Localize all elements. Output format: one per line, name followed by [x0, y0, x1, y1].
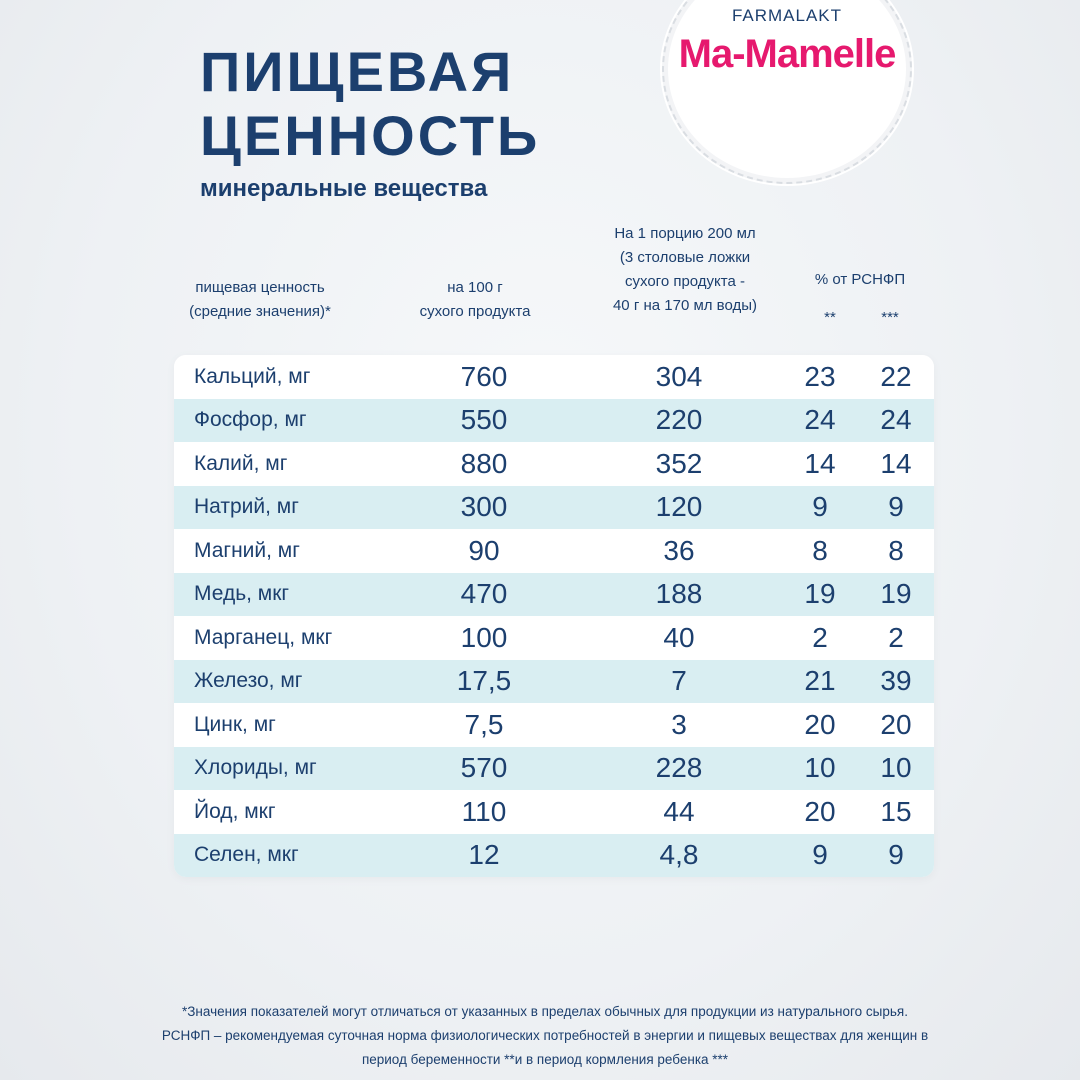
cell-nutrient-name: Медь, мкг	[194, 582, 290, 606]
cell-percent-lactation: 15	[880, 795, 912, 827]
cell-percent-lactation: 20	[880, 708, 912, 740]
cell-percent-pregnancy: 14	[804, 447, 836, 479]
cell-per-portion: 7	[671, 665, 687, 697]
cell-percent-pregnancy: 23	[804, 360, 836, 392]
cell-percent-lactation: 2	[888, 621, 904, 653]
table-row: Калий, мг 880 352 14 14	[174, 442, 934, 486]
cell-per-portion: 4,8	[659, 839, 699, 871]
cell-percent-pregnancy: 21	[804, 665, 836, 697]
header-portion-line-3: сухого продукта -	[625, 273, 745, 290]
cell-per-100g: 12	[468, 839, 500, 871]
cell-per-100g: 7,5	[464, 708, 504, 740]
header-portion-line-4: 40 г на 170 мл воды)	[612, 297, 758, 314]
header-per100-line-1: на 100 г	[447, 279, 503, 296]
cell-per-portion: 40	[663, 621, 695, 653]
cell-per-100g: 550	[460, 404, 508, 436]
brand-logo: FARMALAKT Ma-Mamelle	[662, 0, 912, 184]
cell-per-100g: 470	[460, 578, 508, 610]
footnote-line-1: *Значения показателей могут отличаться о…	[182, 1004, 908, 1019]
cell-per-portion: 3	[671, 708, 687, 740]
cell-per-100g: 760	[460, 360, 508, 392]
cell-nutrient-name: Железо, мг	[194, 669, 303, 693]
cell-per-portion: 220	[655, 404, 703, 436]
cell-percent-lactation: 39	[880, 665, 912, 697]
header-name-line-2: (средние значения)*	[189, 303, 331, 320]
cell-nutrient-name: Магний, мг	[194, 538, 300, 562]
cell-nutrient-name: Цинк, мг	[194, 712, 276, 736]
cell-per-portion: 304	[655, 360, 703, 392]
cell-per-portion: 120	[655, 491, 703, 523]
cell-nutrient-name: Хлориды, мг	[194, 756, 317, 780]
cell-per-100g: 90	[468, 534, 500, 566]
cell-percent-pregnancy: 9	[812, 839, 828, 871]
cell-nutrient-name: Марганец, мкг	[194, 625, 333, 649]
cell-nutrient-name: Кальций, мг	[194, 364, 311, 388]
cell-percent-lactation: 19	[880, 578, 912, 610]
cell-percent-pregnancy: 19	[804, 578, 836, 610]
cell-nutrient-name: Фосфор, мг	[194, 408, 307, 432]
header-per-100g: на 100 г сухого продукта	[400, 276, 550, 324]
header-portion-line-1: На 1 порцию 200 мл	[614, 225, 756, 242]
cell-per-portion: 352	[655, 447, 703, 479]
table-row: Хлориды, мг 570 228 10 10	[174, 746, 934, 790]
cell-percent-lactation: 8	[888, 534, 904, 566]
header-percent-rda: % от РСНФП	[814, 271, 906, 288]
table-row: Железо, мг 17,5 7 21 39	[174, 659, 934, 703]
footnote-line-2: РСНФП – рекомендуемая суточная норма физ…	[161, 1028, 929, 1043]
cell-nutrient-name: Селен, мкг	[194, 843, 299, 867]
cell-percent-lactation: 9	[888, 839, 904, 871]
cell-percent-pregnancy: 9	[812, 491, 828, 523]
cell-percent-pregnancy: 10	[804, 752, 836, 784]
cell-per-portion: 228	[655, 752, 703, 784]
cell-nutrient-name: Натрий, мг	[194, 495, 299, 519]
cell-percent-lactation: 24	[880, 404, 912, 436]
cell-per-100g: 570	[460, 752, 508, 784]
cell-per-100g: 100	[460, 621, 508, 653]
header-nutrient-name: пищевая ценность (средние значения)*	[170, 276, 350, 324]
cell-per-100g: 110	[461, 795, 507, 827]
header-name-line-1: пищевая ценность	[195, 279, 325, 296]
cell-percent-lactation: 9	[888, 491, 904, 523]
header-portion-line-2: (3 столовые ложки	[619, 249, 751, 266]
title-line-1: ПИЩЕВАЯ	[200, 40, 515, 103]
header-pregnancy-marker: **	[824, 309, 836, 326]
cell-per-100g: 300	[460, 491, 508, 523]
header-per100-line-2: сухого продукта	[419, 303, 531, 320]
table-row: Кальций, мг 760 304 23 22	[174, 355, 934, 399]
footnote: *Значения показателей могут отличаться о…	[150, 1000, 940, 1072]
header-lactation-marker: ***	[881, 309, 899, 326]
cell-percent-pregnancy: 20	[804, 708, 836, 740]
table-row: Медь, мкг 470 188 19 19	[174, 572, 934, 616]
table-row: Фосфор, мг 550 220 24 24	[174, 398, 934, 442]
cell-percent-pregnancy: 8	[812, 534, 828, 566]
table-row: Йод, мкг 110 44 20 15	[174, 790, 934, 834]
header-per-portion: На 1 порцию 200 мл (3 столовые ложки сух…	[590, 222, 780, 318]
cell-per-portion: 36	[663, 534, 695, 566]
table-row: Цинк, мг 7,5 3 20 20	[174, 703, 934, 747]
page-title: ПИЩЕВАЯ ЦЕННОСТЬ	[200, 40, 540, 168]
cell-per-portion: 44	[663, 795, 695, 827]
page-subtitle: минеральные вещества	[200, 175, 488, 202]
cell-percent-pregnancy: 2	[812, 621, 828, 653]
footnote-line-3: период беременности **и в период кормлен…	[361, 1052, 729, 1067]
cell-nutrient-name: Йод, мкг	[194, 799, 276, 823]
brand-maker: FARMALAKT	[731, 6, 843, 25]
cell-percent-pregnancy: 24	[804, 404, 836, 436]
cell-percent-lactation: 22	[880, 360, 912, 392]
table-row: Селен, мкг 12 4,8 9 9	[174, 833, 934, 877]
title-line-2: ЦЕННОСТЬ	[200, 104, 541, 167]
cell-per-portion: 188	[655, 578, 703, 610]
table-row: Марганец, мкг 100 40 2 2	[174, 616, 934, 660]
table-row: Натрий, мг 300 120 9 9	[174, 485, 934, 529]
cell-per-100g: 17,5	[456, 665, 512, 697]
cell-percent-lactation: 10	[880, 752, 912, 784]
cell-percent-pregnancy: 20	[804, 795, 836, 827]
brand-name: Ma-Mamelle	[678, 32, 897, 76]
cell-nutrient-name: Калий, мг	[194, 451, 288, 475]
nutrient-table: Кальций, мг 760 304 23 22 Фосфор, мг 550 220 24 2…	[174, 355, 934, 877]
cell-per-100g: 880	[460, 447, 508, 479]
table-row: Магний, мг 90 36 8 8	[174, 529, 934, 573]
cell-percent-lactation: 14	[880, 447, 912, 479]
